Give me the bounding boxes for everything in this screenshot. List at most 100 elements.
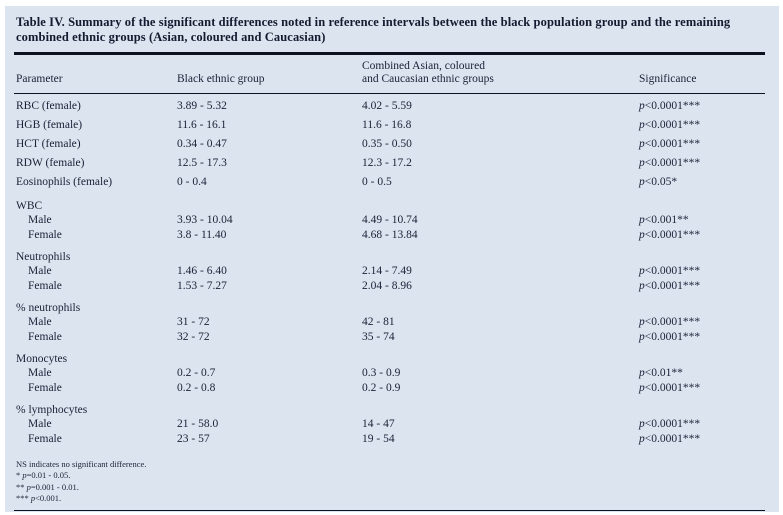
significance-cell: p<0.0001*** <box>639 119 701 131</box>
black-range-cell <box>177 294 362 315</box>
footnote-line: NS indicates no significant difference. <box>16 458 147 469</box>
combined-range-cell: 4.68 - 13.84 <box>362 229 418 241</box>
combined-range-cell: 0.3 - 0.9 <box>362 367 401 379</box>
table-row: HCT (female) 0.34 - 0.47 0.35 - 0.50 p<0.00… <box>14 135 765 154</box>
significance-cell: p<0.0001*** <box>639 316 701 328</box>
table-body: RBC (female) 3.89 - 5.32 4.02 - 5.59 p<0.00… <box>14 94 765 447</box>
table-row: Female 1.53 - 7.27 2.04 - 8.96 p<0.0001*** <box>14 279 765 294</box>
table-row: HGB (female) 11.6 - 16.1 11.6 - 16.8 p<0.00… <box>14 116 765 135</box>
table-panel: Table IV. Summary of the significant dif… <box>5 6 779 512</box>
combined-range-cell: 2.04 - 8.96 <box>362 280 412 292</box>
black-range-cell: 1.53 - 7.27 <box>177 280 227 292</box>
significance-cell: p<0.001** <box>639 214 689 226</box>
black-range-cell <box>177 243 362 264</box>
table-row: Male 3.93 - 10.04 4.49 - 10.74 p<0.001** <box>14 213 765 228</box>
significance-cell: p<0.0001*** <box>639 433 701 445</box>
combined-range-cell: 42 - 81 <box>362 316 395 328</box>
significance-cell <box>639 345 765 366</box>
table-row: Female 23 - 57 19 - 54 p<0.0001*** <box>14 432 765 447</box>
bottom-rule <box>14 509 765 511</box>
table-row: Male 31 - 72 42 - 81 p<0.0001*** <box>14 315 765 330</box>
black-range-cell: 0.34 - 0.47 <box>177 138 227 150</box>
table-content: Parameter Black ethnic group Combined As… <box>14 52 765 511</box>
black-range-cell: 32 - 72 <box>177 331 210 343</box>
combined-range-cell: 19 - 54 <box>362 433 395 445</box>
column-header-black-group: Black ethnic group <box>177 55 362 94</box>
significance-cell: p<0.0001*** <box>639 331 701 343</box>
significance-cell: p<0.0001*** <box>639 100 701 112</box>
group-header-row: % neutrophils <box>14 294 765 315</box>
combined-range-cell: 0.35 - 0.50 <box>362 138 412 150</box>
parameter-cell: HGB (female) <box>16 119 83 131</box>
black-range-cell: 3.8 - 11.40 <box>177 229 227 241</box>
group-header-row: Monocytes <box>14 345 765 366</box>
parameter-cell: Male <box>28 214 52 226</box>
parameter-cell: Neutrophils <box>16 250 71 263</box>
black-range-cell: 0 - 0.4 <box>177 176 207 188</box>
parameter-cell: Female <box>28 229 62 241</box>
parameter-cell: Male <box>28 265 52 277</box>
combined-range-cell <box>362 396 639 417</box>
parameter-cell: Male <box>28 316 52 328</box>
parameter-cell: % lymphocytes <box>16 403 88 416</box>
significance-cell: p<0.0001*** <box>639 138 701 150</box>
parameter-cell: Male <box>28 367 52 379</box>
significance-cell: p<0.0001*** <box>639 229 701 241</box>
parameter-cell: Male <box>28 418 52 430</box>
black-range-cell: 3.93 - 10.04 <box>177 214 233 226</box>
table-row: Female 0.2 - 0.8 0.2 - 0.9 p<0.0001*** <box>14 381 765 396</box>
parameter-cell: Eosinophils (female) <box>16 176 113 188</box>
significance-cell <box>639 243 765 264</box>
black-range-cell: 11.6 - 16.1 <box>177 119 227 131</box>
black-range-cell: 12.5 - 17.3 <box>177 157 227 169</box>
combined-range-cell: 4.49 - 10.74 <box>362 214 418 226</box>
significance-cell <box>639 396 765 417</box>
significance-cell: p<0.0001*** <box>639 382 701 394</box>
significance-cell: p<0.01** <box>639 367 683 379</box>
combined-range-cell: 35 - 74 <box>362 331 395 343</box>
black-range-cell: 1.46 - 6.40 <box>177 265 227 277</box>
footnote-line: * p=0.01 - 0.05. <box>16 470 71 480</box>
combined-range-cell <box>362 243 639 264</box>
group-header-row: WBC <box>14 192 765 213</box>
significance-cell: p<0.05* <box>639 176 678 188</box>
combined-range-cell <box>362 192 639 213</box>
parameter-cell: WBC <box>16 199 43 212</box>
parameter-cell: Female <box>28 280 62 292</box>
combined-range-cell <box>362 345 639 366</box>
parameter-cell: % neutrophils <box>16 301 81 314</box>
table-row: RBC (female) 3.89 - 5.32 4.02 - 5.59 p<0.00… <box>14 94 765 116</box>
significance-cell <box>639 294 765 315</box>
significance-cell: p<0.0001*** <box>639 265 701 277</box>
parameter-cell: HCT (female) <box>16 138 81 150</box>
combined-range-cell <box>362 294 639 315</box>
parameter-cell: Monocytes <box>16 352 68 365</box>
black-range-cell: 31 - 72 <box>177 316 210 328</box>
black-range-cell: 3.89 - 5.32 <box>177 100 227 112</box>
black-range-cell <box>177 345 362 366</box>
footnote-line: *** p<0.001. <box>16 493 62 503</box>
parameter-cell: Female <box>28 433 62 445</box>
group-header-row: % lymphocytes <box>14 396 765 417</box>
table-row: Male 21 - 58.0 14 - 47 p<0.0001*** <box>14 417 765 432</box>
significance-cell: p<0.0001*** <box>639 280 701 292</box>
parameter-cell: Female <box>28 331 62 343</box>
data-table: Parameter Black ethnic group Combined As… <box>14 55 765 447</box>
combined-range-cell: 14 - 47 <box>362 418 395 430</box>
top-rule <box>14 52 765 55</box>
table-row: RDW (female) 12.5 - 17.3 12.3 - 17.2 p<0.00… <box>14 154 765 173</box>
header-row: Parameter Black ethnic group Combined As… <box>14 55 765 94</box>
combined-range-cell: 11.6 - 16.8 <box>362 119 412 131</box>
combined-range-cell: 12.3 - 17.2 <box>362 157 412 169</box>
black-range-cell <box>177 396 362 417</box>
column-header-parameter: Parameter <box>14 55 177 94</box>
significance-cell: p<0.0001*** <box>639 418 701 430</box>
parameter-cell: RDW (female) <box>16 157 85 169</box>
combined-range-cell: 4.02 - 5.59 <box>362 100 412 112</box>
black-range-cell: 23 - 57 <box>177 433 210 445</box>
table-row: Male 1.46 - 6.40 2.14 - 7.49 p<0.0001*** <box>14 264 765 279</box>
black-range-cell: 0.2 - 0.8 <box>177 382 216 394</box>
significance-cell <box>639 192 765 213</box>
table-row: Male 0.2 - 0.7 0.3 - 0.9 p<0.01** <box>14 366 765 381</box>
